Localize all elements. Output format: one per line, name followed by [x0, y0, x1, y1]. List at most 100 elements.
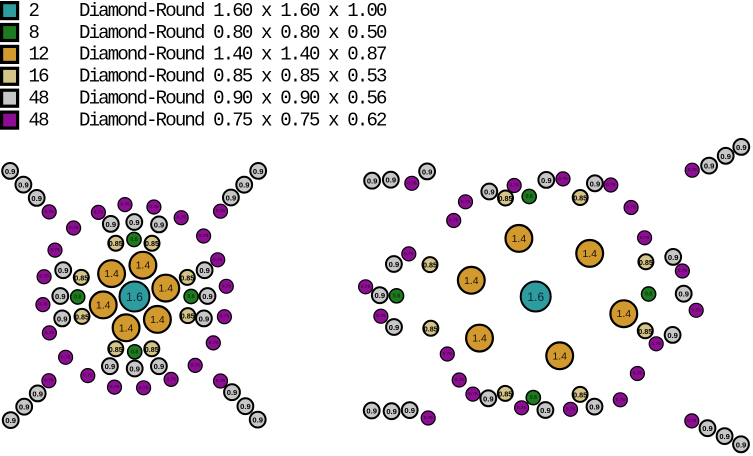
- svg-text:Diamond-Round 0.75 x 0.75 x 0.: Diamond-Round 0.75 x 0.75 x 0.62: [79, 109, 387, 131]
- svg-text:0.9: 0.9: [541, 176, 552, 185]
- svg-text:0.75: 0.75: [199, 233, 209, 239]
- svg-text:0.75: 0.75: [640, 235, 650, 241]
- svg-text:0.9: 0.9: [18, 181, 29, 190]
- svg-text:0.9: 0.9: [154, 362, 165, 371]
- svg-text:0.9: 0.9: [422, 167, 433, 176]
- svg-text:0.9: 0.9: [589, 403, 600, 412]
- svg-text:0.9: 0.9: [19, 403, 30, 412]
- svg-text:0.85: 0.85: [424, 324, 438, 333]
- svg-text:0.75: 0.75: [222, 283, 232, 289]
- svg-text:0.9: 0.9: [667, 331, 678, 340]
- svg-text:0.75: 0.75: [110, 384, 120, 390]
- svg-text:0.75: 0.75: [692, 307, 702, 313]
- svg-text:1.4: 1.4: [616, 308, 631, 320]
- svg-text:2: 2: [29, 0, 40, 22]
- svg-text:0.9: 0.9: [719, 432, 730, 441]
- svg-text:0.85: 0.85: [639, 258, 653, 267]
- svg-text:0.75: 0.75: [44, 378, 54, 384]
- svg-text:0.9: 0.9: [386, 407, 397, 416]
- svg-text:1.4: 1.4: [158, 283, 173, 295]
- svg-text:1.6: 1.6: [527, 290, 544, 304]
- svg-text:0.75: 0.75: [216, 378, 226, 384]
- svg-text:0.75: 0.75: [38, 302, 48, 308]
- svg-text:0.85: 0.85: [573, 390, 587, 399]
- svg-text:0.9: 0.9: [129, 365, 140, 374]
- svg-text:0.9: 0.9: [57, 314, 68, 323]
- svg-text:1.4: 1.4: [136, 260, 151, 272]
- svg-text:1.4: 1.4: [150, 314, 165, 326]
- svg-text:0.75: 0.75: [376, 313, 386, 319]
- svg-text:0.9: 0.9: [5, 167, 16, 176]
- svg-text:0.9: 0.9: [31, 194, 42, 203]
- svg-text:0.75: 0.75: [424, 415, 434, 421]
- svg-text:0.75: 0.75: [220, 314, 230, 320]
- svg-text:0.9: 0.9: [226, 194, 237, 203]
- svg-text:0.9: 0.9: [386, 176, 397, 185]
- svg-text:0.9: 0.9: [702, 424, 713, 433]
- svg-text:0.75: 0.75: [177, 215, 187, 221]
- svg-text:0.85: 0.85: [109, 345, 123, 354]
- svg-text:1.4: 1.4: [119, 322, 134, 334]
- svg-text:0.9: 0.9: [367, 177, 378, 186]
- svg-text:0.75: 0.75: [361, 284, 371, 290]
- svg-text:Diamond-Round 0.85 x 0.85 x 0.: Diamond-Round 0.85 x 0.85 x 0.53: [79, 66, 387, 88]
- svg-text:0.75: 0.75: [39, 274, 49, 280]
- svg-text:0.85: 0.85: [499, 194, 513, 203]
- svg-text:0.75: 0.75: [50, 247, 60, 253]
- svg-text:0.75: 0.75: [652, 341, 662, 347]
- svg-text:0.75: 0.75: [468, 391, 478, 397]
- svg-text:0.75: 0.75: [404, 251, 414, 257]
- svg-text:0.9: 0.9: [389, 260, 400, 269]
- svg-text:0.75: 0.75: [209, 340, 219, 346]
- svg-text:0.9: 0.9: [736, 440, 747, 449]
- svg-text:0.9: 0.9: [253, 167, 264, 176]
- svg-text:0.8: 0.8: [645, 292, 652, 298]
- svg-text:0.85: 0.85: [145, 239, 159, 248]
- svg-text:Diamond-Round 0.80 x 0.80 x 0.: Diamond-Round 0.80 x 0.80 x 0.50: [79, 22, 387, 44]
- svg-text:8: 8: [29, 22, 40, 44]
- svg-text:0.9: 0.9: [199, 266, 210, 275]
- svg-text:0.9: 0.9: [590, 179, 601, 188]
- svg-text:0.9: 0.9: [154, 220, 165, 229]
- svg-text:0.9: 0.9: [239, 181, 250, 190]
- svg-text:0.9: 0.9: [55, 292, 66, 301]
- svg-text:Diamond-Round 1.60 x 1.60 x 1.: Diamond-Round 1.60 x 1.60 x 1.00: [79, 0, 387, 22]
- svg-text:0.9: 0.9: [240, 402, 251, 411]
- svg-text:0.75: 0.75: [139, 385, 149, 391]
- svg-text:0.75: 0.75: [213, 257, 223, 263]
- svg-text:0.9: 0.9: [484, 188, 495, 197]
- svg-text:1.4: 1.4: [512, 233, 527, 245]
- svg-text:0.9: 0.9: [389, 323, 400, 332]
- svg-text:0.8: 0.8: [130, 237, 137, 243]
- svg-text:0.9: 0.9: [678, 290, 689, 299]
- svg-text:16: 16: [29, 66, 50, 88]
- svg-text:0.75: 0.75: [149, 204, 159, 210]
- svg-text:48: 48: [29, 109, 50, 131]
- svg-text:48: 48: [29, 88, 50, 110]
- svg-text:0.9: 0.9: [105, 362, 116, 371]
- svg-text:0.75: 0.75: [678, 268, 688, 274]
- svg-text:0.85: 0.85: [498, 389, 512, 398]
- svg-text:0.9: 0.9: [32, 389, 43, 398]
- svg-text:0.75: 0.75: [517, 405, 527, 411]
- svg-text:0.9: 0.9: [5, 416, 16, 425]
- svg-text:0.75: 0.75: [455, 377, 465, 383]
- svg-text:0.9: 0.9: [375, 291, 386, 300]
- svg-text:1.4: 1.4: [96, 299, 111, 311]
- svg-text:0.85: 0.85: [75, 312, 89, 321]
- svg-text:0.75: 0.75: [120, 202, 130, 208]
- svg-text:0.8: 0.8: [393, 293, 400, 299]
- svg-text:0.75: 0.75: [461, 199, 471, 205]
- svg-text:1.4: 1.4: [552, 350, 567, 362]
- svg-text:0.8: 0.8: [131, 349, 138, 355]
- svg-text:0.85: 0.85: [423, 261, 437, 270]
- svg-text:1.4: 1.4: [464, 275, 479, 287]
- svg-text:0.9: 0.9: [199, 314, 210, 323]
- svg-text:0.9: 0.9: [483, 394, 494, 403]
- svg-text:Diamond-Round 0.90 x 0.90 x 0.: Diamond-Round 0.90 x 0.90 x 0.56: [79, 88, 387, 110]
- svg-text:0.9: 0.9: [58, 266, 69, 275]
- svg-text:1.4: 1.4: [104, 268, 119, 280]
- svg-text:0.75: 0.75: [407, 180, 417, 186]
- svg-text:0.75: 0.75: [443, 351, 453, 357]
- svg-text:0.75: 0.75: [566, 406, 576, 412]
